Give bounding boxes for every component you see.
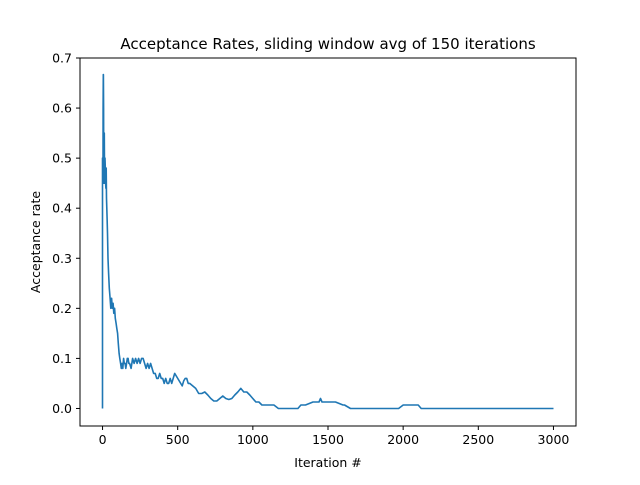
- x-tick-label: 1500: [312, 432, 344, 447]
- y-tick-label: 0.3: [52, 251, 72, 266]
- ticks-layer: 0 500 1000 1500 2000 2500 3000 0.0 0.1 0.2 0.3 0.4 0…: [52, 51, 569, 448]
- y-tick-label: 0.7: [52, 51, 72, 66]
- x-tick-label: 500: [166, 432, 190, 447]
- y-tick-label: 0.5: [52, 151, 72, 166]
- y-tick-label: 0.4: [52, 201, 72, 216]
- chart-title: Acceptance Rates, sliding window avg of …: [120, 35, 535, 53]
- y-axis-label: Acceptance rate: [28, 191, 43, 293]
- y-tick-label: 0.1: [52, 351, 72, 366]
- x-tick-label: 1000: [237, 432, 269, 447]
- plot-layer: [101, 73, 554, 410]
- axes-frame: [79, 57, 577, 427]
- y-tick-label: 0.0: [52, 401, 72, 416]
- acceptance-rate-line: [101, 73, 554, 410]
- x-tick-label: 0: [99, 432, 107, 447]
- x-tick-label: 2000: [387, 432, 419, 447]
- y-tick-label: 0.2: [52, 301, 72, 316]
- x-tick-label: 3000: [538, 432, 570, 447]
- x-axis-label: Iteration #: [294, 455, 361, 470]
- x-tick-label: 2500: [462, 432, 494, 447]
- y-tick-label: 0.6: [52, 101, 72, 116]
